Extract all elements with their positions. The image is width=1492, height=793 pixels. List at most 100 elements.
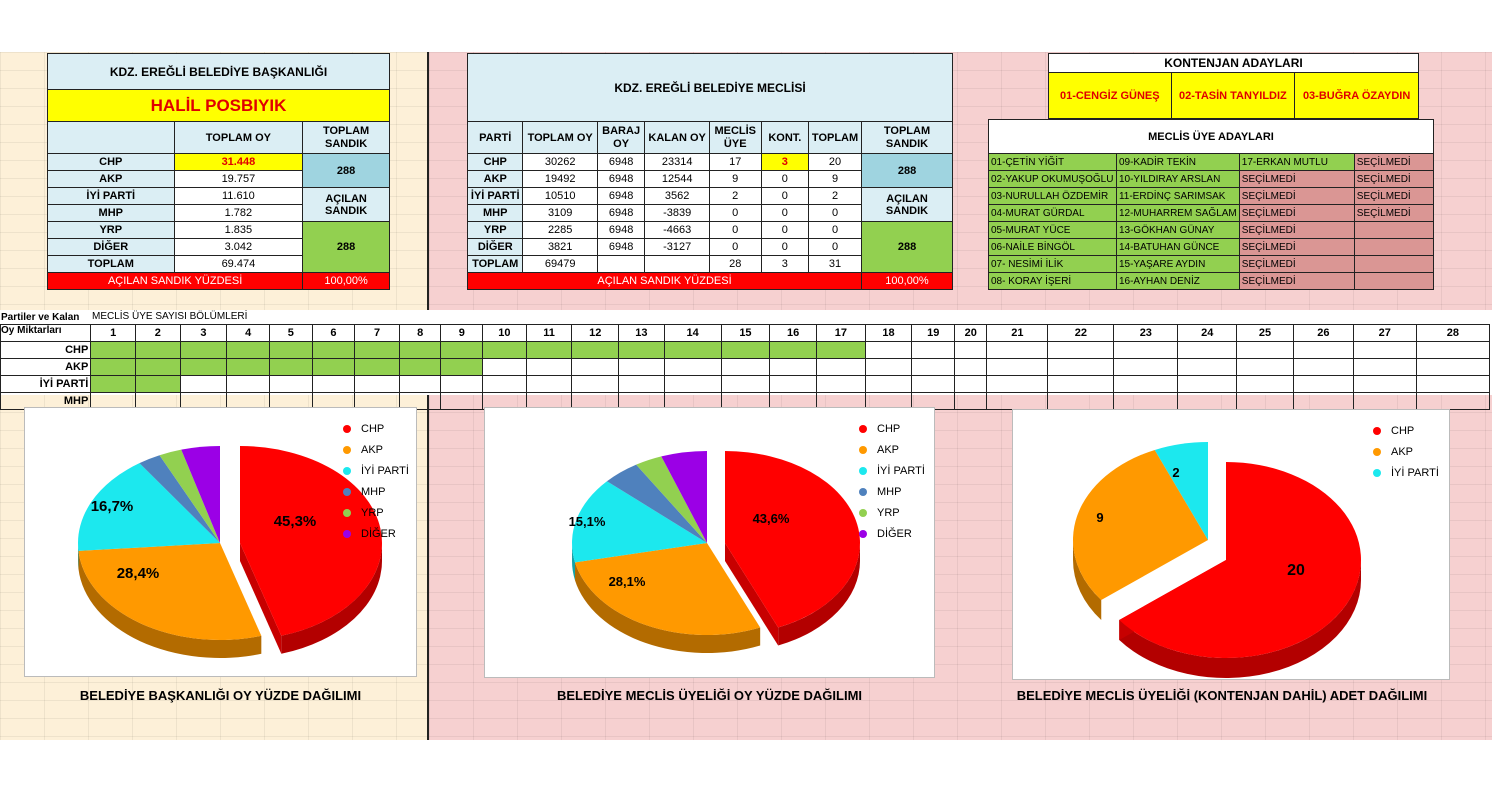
mayor-party-iyi: İYİ PARTİ <box>47 187 175 205</box>
seat-grid-header-row: 1 2 3 4 5 6 7 8 9 10 11 12 13 14 15 16 17 18 19 20 21 22 23 24 2… <box>0 324 1491 342</box>
seat-grid-cell <box>354 358 400 376</box>
seat-grid-cell <box>440 392 484 410</box>
seat-grid-cell <box>440 341 484 359</box>
legend-dot <box>859 424 867 433</box>
seat-grid-column-header: 11 <box>525 324 573 342</box>
council-cell-members: 0 <box>708 238 762 256</box>
seat-grid-cell <box>986 392 1049 410</box>
council-row: CHP 30262 6948 23314 17 3 20 288 <box>466 153 953 188</box>
seat-grid-cell <box>1047 358 1115 376</box>
pie-slice-i-yi-parti- <box>1154 442 1208 540</box>
legend-dot <box>343 445 351 454</box>
seat-grid-row: İYİ PARTİ <box>0 375 1491 393</box>
council-cell-threshold <box>596 255 646 273</box>
legend-item: MHP <box>343 481 409 502</box>
legend-label: İYİ PARTİ <box>1391 466 1439 479</box>
seat-grid-cell <box>1236 392 1294 410</box>
candidate-cell: 07- NESİMİ İLİK <box>988 255 1117 273</box>
mayor-votes-yrp: 1.835 <box>173 221 304 239</box>
council-cell-threshold: 6948 <box>596 170 646 188</box>
seat-grid-cell <box>769 358 817 376</box>
seat-grid-cell <box>571 358 620 376</box>
seat-grid-cell <box>911 341 956 359</box>
council-cell-votes: 3821 <box>522 238 598 256</box>
mayor-party-diger: DİĞER <box>47 238 175 256</box>
pie-slice-side <box>78 550 262 658</box>
council-cell-total: 20 <box>808 153 863 171</box>
candidate-cell: SEÇİLMEDİ <box>1353 187 1435 205</box>
seat-grid-cell <box>179 358 228 376</box>
council-cell-threshold: 6948 <box>596 187 646 205</box>
candidate-cell <box>1353 238 1435 256</box>
seats-chart-box: 20 9 2 CHP AKP İYİ PARTİ <box>1012 409 1450 680</box>
legend-label: DİĞER <box>877 527 912 540</box>
section-divider <box>427 52 429 310</box>
seat-grid-column-header: 18 <box>864 324 913 342</box>
seat-grid-column-header: 17 <box>815 324 866 342</box>
seat-grid-left-header-1: Partiler ve Kalan <box>1 312 80 323</box>
seats-chart-caption: BELEDİYE MECLİS ÜYELİĞİ (KONTENJAN DAHİL… <box>1016 688 1428 703</box>
legend-dot <box>343 529 351 538</box>
seat-grid-column-header: 9 <box>440 324 484 342</box>
candidate-cell: SEÇİLMEDİ <box>1353 170 1435 188</box>
seat-grid-cell <box>398 358 442 376</box>
seat-grid-cell <box>134 375 181 393</box>
legend-item: AKP <box>343 439 409 460</box>
council-total-ballot: 288 <box>861 153 953 188</box>
candidate-cell <box>1353 255 1435 273</box>
seat-grid-cell <box>1236 358 1294 376</box>
seat-grid-row: CHP <box>0 341 1491 359</box>
seat-grid-cell <box>1292 392 1354 410</box>
council-cell-remaining: 3562 <box>644 187 710 205</box>
legend-dot <box>1373 426 1381 435</box>
mayor-opened-pct-value: 100,00% <box>302 272 390 290</box>
seat-grid-cell <box>354 375 400 393</box>
seat-grid-column-header: 10 <box>482 324 527 342</box>
seat-grid-column-header: 2 <box>134 324 181 342</box>
council-col-total: TOPLAM <box>808 121 863 154</box>
seat-grid-column-header: 27 <box>1352 324 1417 342</box>
seat-grid-cell <box>398 375 442 393</box>
pie-data-label: 2 <box>1172 465 1179 480</box>
council-title: KDZ. EREĞLİ BELEDİYE MECLİSİ <box>467 53 953 122</box>
candidate-row: 06-NAİLE BİNGÖL 14-BATUHAN GÜNCE SEÇİLMEDİ <box>988 238 1435 256</box>
seat-grid-cell <box>482 375 527 393</box>
quota-title: KONTENJAN ADAYLARI <box>1048 53 1419 73</box>
council-cell-members: 9 <box>708 170 762 188</box>
seat-grid-column-header: 3 <box>179 324 228 342</box>
seat-grid-title: MECLİS ÜYE SAYISI BÖLÜMLERİ <box>92 311 248 322</box>
legend-item: YRP <box>343 502 409 523</box>
seat-grid-column-header: 23 <box>1113 324 1179 342</box>
pie-data-label: 20 <box>1287 562 1305 579</box>
seat-grid-cell <box>1047 341 1115 359</box>
seat-grid-cell <box>268 358 313 376</box>
candidate-cell: 16-AYHAN DENİZ <box>1115 272 1240 290</box>
seat-grid-cell <box>179 375 228 393</box>
seat-grid-cell <box>618 358 665 376</box>
seat-grid-cell <box>1352 341 1417 359</box>
legend-dot <box>859 508 867 517</box>
council-cell-quota: 0 <box>760 238 810 256</box>
pie-data-label: 43,6% <box>753 511 790 526</box>
seat-grid-column-header: 8 <box>398 324 442 342</box>
seat-grid-column-header: 15 <box>720 324 771 342</box>
council-opened-pct-value: 100,00% <box>861 272 953 290</box>
seat-grid-column-header: 12 <box>571 324 620 342</box>
candidate-cell: SEÇİLMEDİ <box>1238 238 1355 256</box>
council-col-threshold: BARAJ OY <box>596 121 646 154</box>
legend-item: İYİ PARTİ <box>343 460 409 481</box>
seat-grid-cell <box>571 341 620 359</box>
council-cell-remaining: 12544 <box>644 170 710 188</box>
council-cell-quota: 0 <box>760 221 810 239</box>
pie-slice-side <box>778 543 860 646</box>
seat-grid-cell <box>311 358 356 376</box>
seat-grid-cell <box>134 358 181 376</box>
legend-label: İYİ PARTİ <box>361 464 409 477</box>
seat-grid: 1 2 3 4 5 6 7 8 9 10 11 12 13 14 15 16 17 18 19 20 21 22 23 24 2… <box>0 324 1491 410</box>
council-cell-party: İYİ PARTİ <box>466 187 524 205</box>
quota-candidate: 03-BUĞRA ÖZAYDIN <box>1294 72 1419 119</box>
council-cell-party: YRP <box>466 221 524 239</box>
legend-item: MHP <box>859 481 925 502</box>
seat-grid-cell <box>954 341 988 359</box>
seat-grid-cell <box>268 341 313 359</box>
